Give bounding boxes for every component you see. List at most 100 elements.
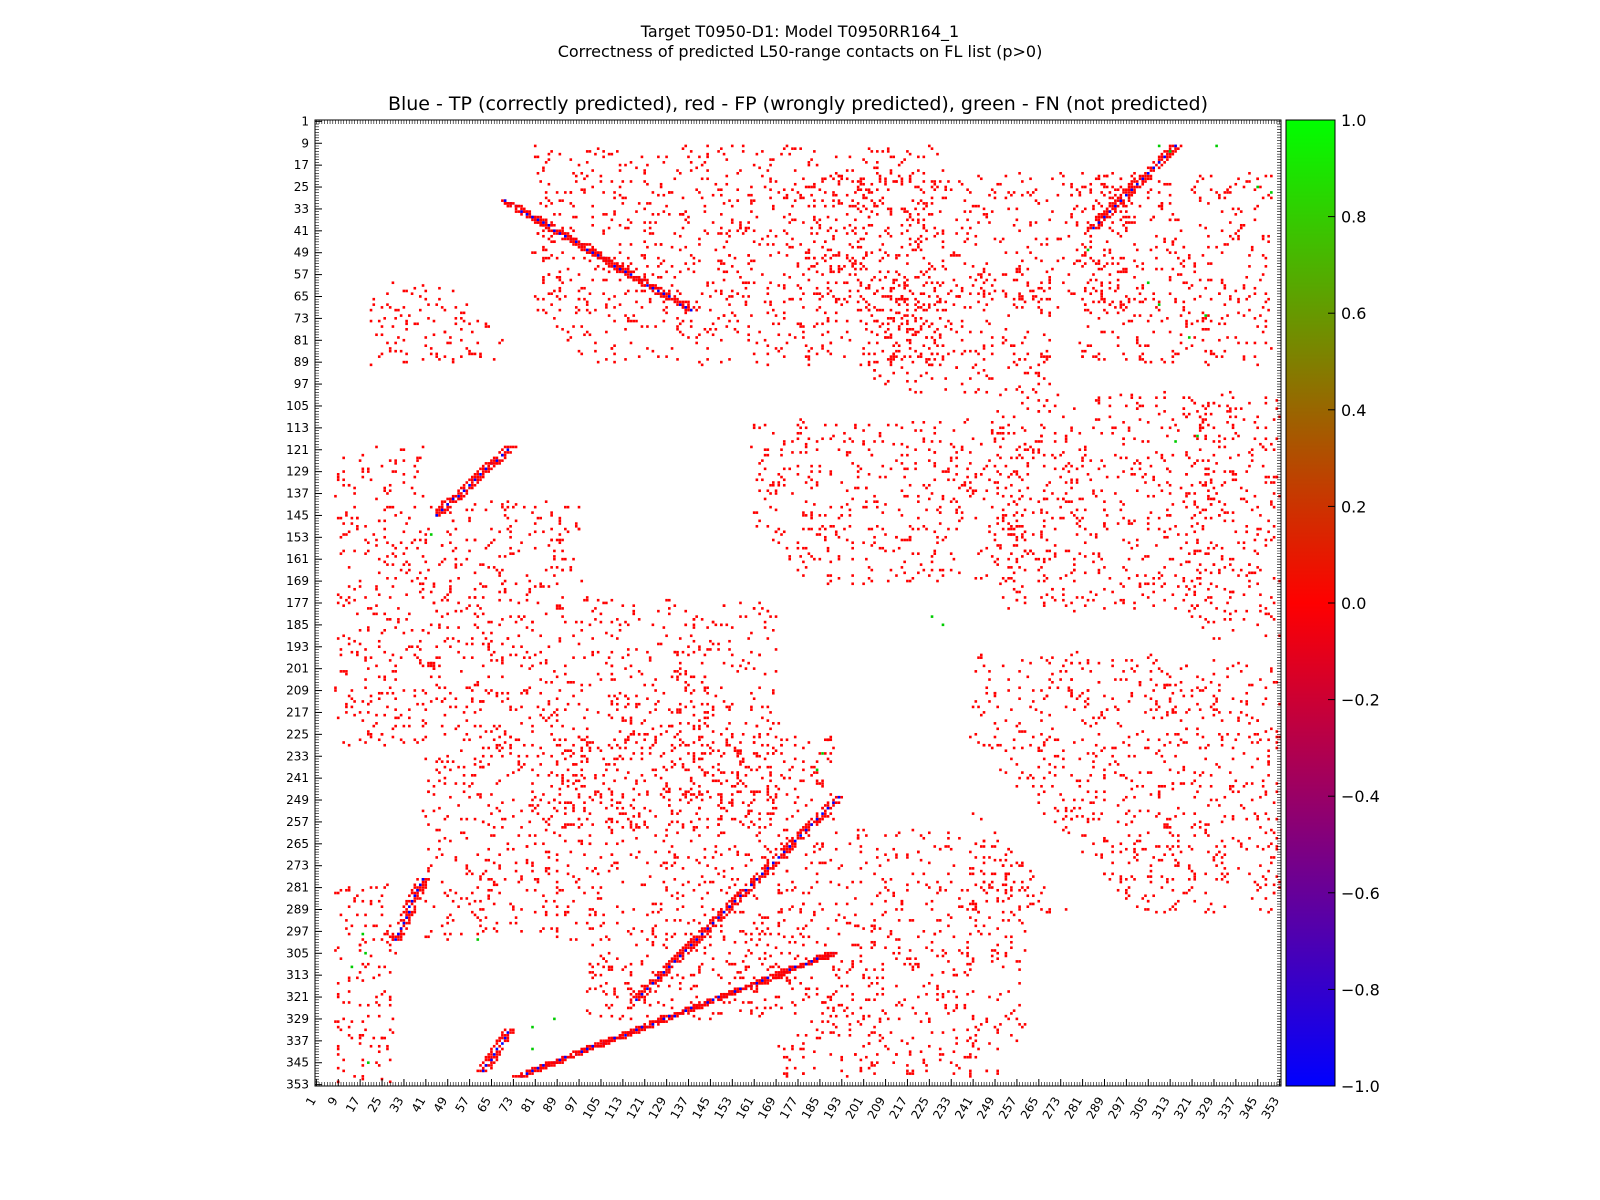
- fp-contact: [585, 760, 589, 763]
- fp-contact: [421, 555, 425, 558]
- fp-contact: [1048, 661, 1051, 665]
- fp-contact: [922, 284, 926, 287]
- fp-contact: [1141, 784, 1145, 788]
- fp-contact: [498, 867, 501, 870]
- fp-contact: [574, 774, 578, 777]
- fp-contact: [933, 338, 937, 342]
- fp-contact: [1001, 864, 1005, 867]
- fp-contact: [837, 270, 841, 274]
- fp-contact: [1267, 234, 1270, 238]
- fp-contact: [345, 670, 348, 673]
- fp-contact: [821, 845, 824, 848]
- fp-contact: [476, 604, 480, 607]
- fp-contact: [1234, 213, 1238, 216]
- fp-contact: [364, 678, 367, 681]
- fp-contact: [542, 530, 545, 534]
- fp-contact: [1067, 500, 1071, 503]
- fp-contact: [1103, 522, 1106, 525]
- fp-contact: [1119, 878, 1123, 881]
- fp-contact: [1097, 317, 1101, 320]
- fp-contact: [470, 508, 474, 512]
- fp-contact: [859, 960, 863, 963]
- fp-contact: [555, 566, 559, 569]
- fp-contact: [1125, 812, 1128, 815]
- fp-contact: [1045, 549, 1049, 553]
- fp-contact: [599, 984, 603, 988]
- fp-contact: [1168, 278, 1172, 282]
- fp-contact: [914, 240, 917, 244]
- fp-contact: [1004, 579, 1008, 583]
- fp-contact: [509, 535, 512, 539]
- fp-contact: [613, 992, 616, 996]
- fp-contact: [594, 867, 597, 870]
- fp-contact: [596, 650, 600, 654]
- fp-contact: [859, 946, 863, 950]
- fp-contact: [706, 686, 709, 690]
- fp-contact: [438, 664, 441, 668]
- fp-contact: [1004, 951, 1008, 955]
- fp-contact: [851, 880, 854, 884]
- fp-contact: [1018, 489, 1021, 493]
- fp-contact: [1015, 503, 1019, 506]
- fp-contact: [640, 984, 644, 988]
- fp-contact: [517, 549, 521, 553]
- fp-contact: [596, 746, 600, 750]
- fp-contact: [736, 878, 740, 881]
- fp-contact: [996, 839, 999, 843]
- fp-contact: [596, 790, 600, 794]
- fp-contact: [659, 793, 663, 796]
- fp-contact: [1187, 456, 1191, 460]
- fp-contact: [555, 891, 559, 895]
- fp-contact: [1018, 982, 1021, 985]
- fp-contact: [802, 943, 805, 947]
- fp-contact: [1037, 557, 1041, 561]
- fp-contact: [969, 451, 972, 454]
- fp-contact: [930, 899, 934, 903]
- fp-contact: [446, 894, 449, 898]
- fp-contact: [810, 1020, 813, 1023]
- fp-contact: [848, 1034, 852, 1037]
- fp-contact: [1250, 897, 1254, 900]
- fp-contact: [1174, 705, 1177, 709]
- fp-contact: [979, 473, 983, 476]
- fp-contact: [982, 845, 986, 848]
- fp-contact: [730, 801, 734, 804]
- fp-contact: [963, 421, 967, 424]
- fp-contact: [755, 897, 759, 900]
- fp-contact: [766, 453, 770, 457]
- fp-contact: [996, 492, 999, 495]
- fp-contact: [599, 856, 603, 859]
- fp-contact: [824, 1001, 827, 1004]
- fp-contact: [908, 957, 912, 960]
- fp-contact: [1204, 910, 1207, 914]
- fp-contact: [1146, 527, 1150, 531]
- fp-contact: [971, 1042, 975, 1045]
- fp-contact: [692, 973, 696, 977]
- fp-contact: [1141, 847, 1145, 851]
- fp-contact: [802, 560, 805, 564]
- fp-contact: [555, 719, 559, 722]
- fp-contact: [1267, 817, 1270, 821]
- fp-contact: [1103, 182, 1106, 186]
- fp-contact: [446, 612, 449, 616]
- fp-contact: [1196, 732, 1199, 736]
- fp-contact: [572, 823, 575, 826]
- fp-contact: [834, 311, 838, 315]
- fp-contact: [550, 815, 553, 818]
- fp-contact: [1168, 831, 1172, 835]
- fp-contact: [1015, 456, 1019, 460]
- fp-contact: [402, 481, 406, 484]
- fp-contact: [1059, 505, 1062, 509]
- fp-contact: [618, 691, 622, 695]
- fp-contact: [1212, 563, 1216, 566]
- fp-contact: [684, 795, 688, 799]
- fp-contact: [1004, 875, 1008, 878]
- fp-contact: [1259, 886, 1262, 889]
- fp-contact: [1270, 908, 1273, 911]
- fp-contact: [632, 806, 636, 810]
- fp-contact: [383, 560, 387, 564]
- fp-contact: [1177, 845, 1180, 848]
- fp-contact: [692, 618, 696, 621]
- fp-contact: [752, 823, 756, 826]
- fp-contact: [1007, 919, 1010, 922]
